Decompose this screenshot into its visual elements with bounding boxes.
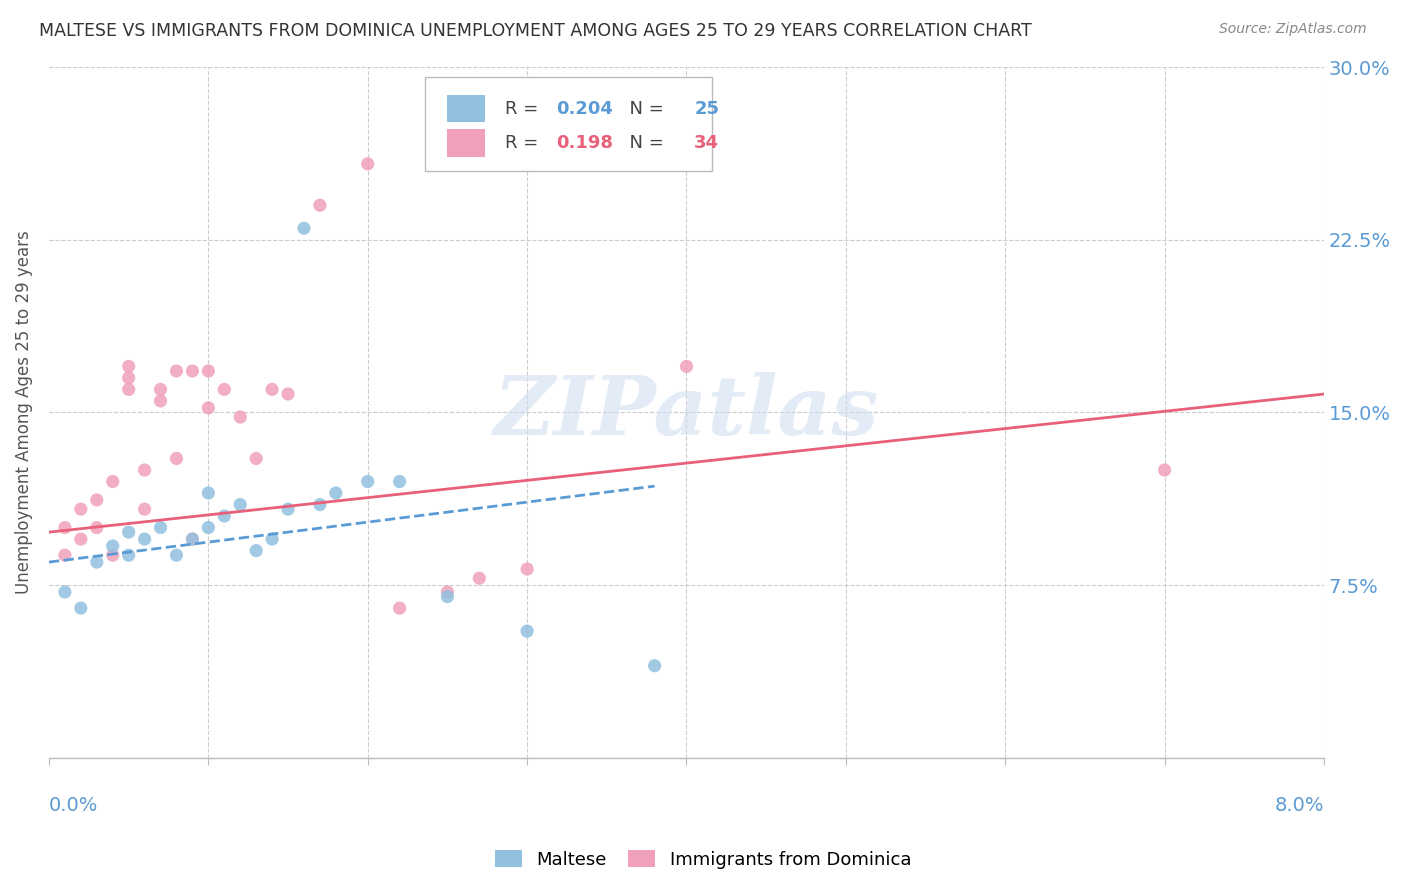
Text: Source: ZipAtlas.com: Source: ZipAtlas.com (1219, 22, 1367, 37)
Text: N =: N = (617, 100, 669, 118)
Point (436, 585, 458, 599)
Point (357, 157, 380, 171)
Point (644, 658, 666, 673)
Point (516, 562, 538, 576)
Point (101, 539, 124, 553)
Point (118, 359, 141, 374)
Point (53, 585, 76, 599)
Point (118, 525, 141, 540)
Point (245, 451, 267, 466)
Point (181, 532, 204, 546)
Point (388, 475, 411, 489)
Point (70, 532, 93, 546)
Point (197, 401, 219, 415)
Point (70, 502, 93, 516)
Point (1153, 463, 1175, 477)
Point (86, 492, 108, 507)
Point (149, 393, 172, 408)
Point (118, 371, 141, 385)
Point (149, 520, 172, 534)
Point (166, 451, 188, 466)
FancyBboxPatch shape (425, 78, 711, 170)
Point (262, 383, 284, 397)
Point (197, 520, 219, 534)
Point (516, 624, 538, 639)
Point (181, 364, 204, 378)
Text: 25: 25 (695, 100, 718, 118)
Point (277, 387, 299, 401)
Point (166, 548, 188, 562)
Point (262, 532, 284, 546)
Point (197, 364, 219, 378)
Point (149, 383, 172, 397)
Point (214, 383, 236, 397)
Point (101, 548, 124, 562)
Text: MALTESE VS IMMIGRANTS FROM DOMINICA UNEMPLOYMENT AMONG AGES 25 TO 29 YEARS CORRE: MALTESE VS IMMIGRANTS FROM DOMINICA UNEM… (39, 22, 1032, 40)
Point (277, 502, 299, 516)
Point (388, 601, 411, 615)
Text: R =: R = (505, 134, 544, 152)
Point (101, 475, 124, 489)
FancyBboxPatch shape (447, 95, 485, 122)
Point (134, 502, 156, 516)
Text: 8.0%: 8.0% (1274, 796, 1324, 814)
Point (675, 359, 697, 374)
Point (357, 475, 380, 489)
Y-axis label: Unemployment Among Ages 25 to 29 years: Unemployment Among Ages 25 to 29 years (15, 230, 32, 594)
Point (245, 543, 267, 558)
Legend: Maltese, Immigrants from Dominica: Maltese, Immigrants from Dominica (488, 843, 918, 876)
Point (229, 410, 252, 425)
Point (134, 463, 156, 477)
Point (309, 198, 332, 212)
Text: 34: 34 (695, 134, 718, 152)
Text: N =: N = (617, 134, 669, 152)
Text: 0.0%: 0.0% (49, 796, 98, 814)
Point (118, 383, 141, 397)
Point (86, 555, 108, 569)
Text: 0.198: 0.198 (557, 134, 613, 152)
Point (70, 601, 93, 615)
Point (86, 520, 108, 534)
Point (325, 486, 347, 500)
Point (309, 498, 332, 512)
Point (118, 548, 141, 562)
Text: R =: R = (505, 100, 544, 118)
Text: ZIPatlas: ZIPatlas (494, 373, 879, 452)
Point (53, 520, 76, 534)
Point (197, 486, 219, 500)
Point (166, 364, 188, 378)
FancyBboxPatch shape (447, 129, 485, 157)
Point (134, 532, 156, 546)
Point (53, 548, 76, 562)
Text: 0.204: 0.204 (557, 100, 613, 118)
Point (436, 590, 458, 604)
Point (468, 571, 491, 585)
Point (214, 509, 236, 524)
Point (292, 221, 315, 235)
Point (229, 498, 252, 512)
Point (181, 532, 204, 546)
